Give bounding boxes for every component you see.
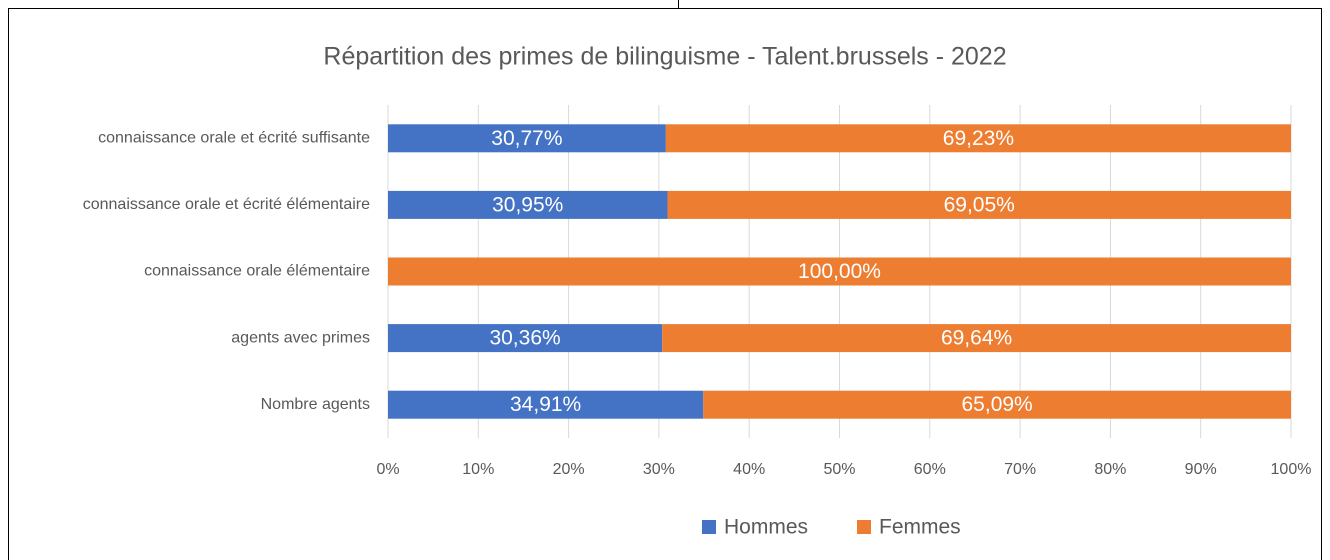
data-label: 34,91%	[510, 393, 581, 416]
legend-swatch	[857, 520, 871, 534]
x-tick-label: 40%	[733, 461, 765, 478]
x-tick-label: 20%	[553, 461, 585, 478]
x-tick-label: 90%	[1185, 461, 1217, 478]
x-tick-label: 0%	[376, 461, 399, 478]
legend-label: Femmes	[879, 516, 961, 539]
legend-label: Hommes	[724, 516, 808, 539]
legend-swatch	[702, 520, 716, 534]
y-tick-label: agents avec primes	[231, 329, 370, 346]
x-tick-label: 100%	[1271, 461, 1312, 478]
x-tick-label: 80%	[1094, 461, 1126, 478]
x-tick-label: 30%	[643, 461, 675, 478]
bar-segment	[703, 390, 1291, 419]
data-label: 65,09%	[962, 393, 1033, 416]
y-tick-label: Nombre agents	[261, 396, 370, 413]
bar-segment	[665, 124, 1291, 153]
data-label: 100,00%	[798, 260, 881, 283]
bar-segment	[388, 124, 666, 153]
data-label: 30,95%	[492, 193, 563, 216]
data-label: 69,23%	[943, 127, 1014, 150]
data-label: 30,77%	[491, 127, 562, 150]
y-tick-label: connaissance orale élémentaire	[144, 263, 370, 280]
x-tick-label: 70%	[1004, 461, 1036, 478]
bar-segment	[388, 257, 1291, 286]
bar-segment	[388, 324, 663, 353]
bar-segment	[662, 324, 1291, 353]
data-label: 69,05%	[944, 193, 1015, 216]
bar-segment	[388, 190, 668, 219]
data-label: 69,64%	[941, 327, 1012, 350]
y-tick-label: connaissance orale et écrité suffisante	[98, 130, 370, 147]
y-tick-label: connaissance orale et écrité élémentaire	[83, 196, 370, 213]
data-label: 30,36%	[489, 327, 560, 350]
x-tick-label: 60%	[914, 461, 946, 478]
bar-segment	[388, 390, 704, 419]
x-tick-label: 50%	[823, 461, 855, 478]
chart-title: Répartition des primes de bilinguisme - …	[323, 43, 1006, 71]
x-tick-label: 10%	[462, 461, 494, 478]
bar-segment	[667, 190, 1291, 219]
